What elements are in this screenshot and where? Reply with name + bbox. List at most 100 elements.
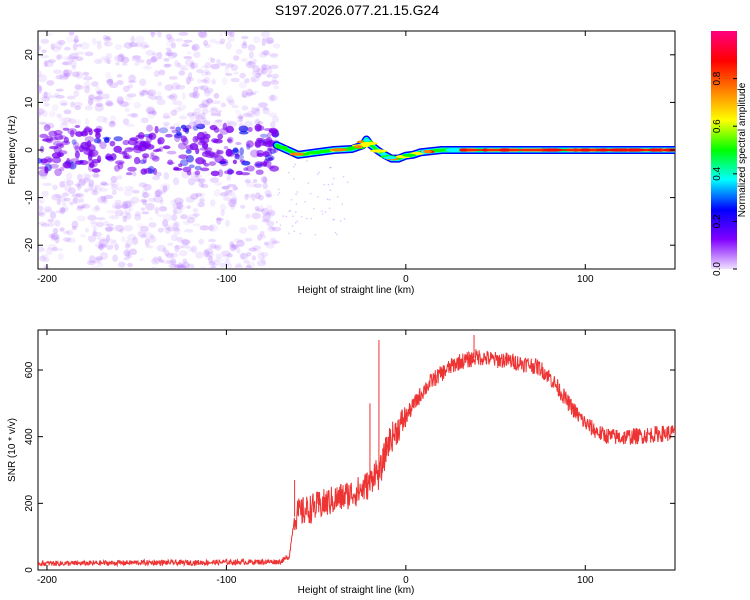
noise-blob <box>41 190 49 197</box>
noise-blob <box>181 170 190 179</box>
noise-blob <box>227 138 232 143</box>
noise-blob <box>173 107 182 113</box>
noise-blob <box>268 112 277 118</box>
noise-blob <box>257 252 265 261</box>
noise-blob <box>95 257 103 264</box>
carrier-segment <box>445 148 463 152</box>
noise-blob <box>239 72 246 79</box>
noise-blob <box>127 166 137 172</box>
noise-blob <box>148 222 157 228</box>
noise-blob <box>170 109 178 116</box>
noise-blob <box>173 197 184 205</box>
noise-blob <box>72 141 80 150</box>
noise-blob <box>246 261 256 269</box>
noise-blob <box>95 86 101 94</box>
noise-blob <box>105 153 112 160</box>
noise-blob <box>109 181 115 186</box>
noise-blob <box>106 210 116 214</box>
noise-blob <box>174 134 181 143</box>
noise-blob <box>217 133 224 140</box>
noise-blob <box>230 77 240 83</box>
noise-blob <box>42 110 48 118</box>
noise-blob <box>166 150 177 155</box>
noise-blob <box>58 73 69 81</box>
noise-blob <box>40 55 50 59</box>
noise-blob <box>156 99 166 106</box>
noise-blob <box>66 229 74 236</box>
noise-blob <box>174 245 183 250</box>
noise-blob <box>49 145 59 150</box>
noise-blob <box>198 181 204 188</box>
noise-blob <box>202 120 211 126</box>
snr-y-axis-label: SNR (10 * v/v) <box>7 418 18 482</box>
noise-blob <box>59 206 66 213</box>
noise-blob <box>203 249 210 258</box>
noise-blob <box>113 136 123 142</box>
noise-blob <box>223 190 228 196</box>
noise-blob <box>267 147 273 151</box>
noise-blob <box>73 39 79 43</box>
noise-blob <box>122 62 128 66</box>
carrier-segment <box>423 150 432 154</box>
noise-blob <box>93 95 103 103</box>
noise-blob <box>88 179 95 188</box>
carrier-segment <box>329 148 348 152</box>
noise-blob <box>163 112 170 119</box>
noise-blob <box>248 247 258 252</box>
noise-blob <box>210 63 220 70</box>
carrier-segment <box>354 145 363 149</box>
noise-dot <box>295 221 297 224</box>
noise-blob <box>166 49 173 57</box>
noise-blob <box>258 52 268 58</box>
noise-blob <box>77 173 83 182</box>
noise-blob <box>84 188 89 193</box>
noise-blob <box>236 119 243 123</box>
noise-blob <box>71 139 77 145</box>
noise-blob <box>256 259 267 267</box>
noise-blob <box>269 226 275 230</box>
noise-blob <box>189 77 194 82</box>
noise-blob <box>97 262 104 268</box>
noise-blob <box>146 124 153 132</box>
noise-blob <box>105 71 112 79</box>
spectrogram-noise-blobs <box>38 31 349 269</box>
noise-blob <box>244 193 249 201</box>
noise-blob <box>193 86 199 93</box>
noise-blob <box>262 151 270 158</box>
noise-blob <box>164 227 171 234</box>
noise-blob <box>144 238 150 247</box>
noise-blob <box>38 200 44 204</box>
noise-blob <box>181 92 186 100</box>
noise-blob <box>50 234 56 242</box>
noise-blob <box>75 56 84 62</box>
noise-blob <box>196 68 204 74</box>
noise-blob <box>194 177 201 182</box>
noise-blob <box>80 141 89 150</box>
noise-blob <box>263 241 270 246</box>
noise-blob <box>221 250 231 256</box>
noise-blob <box>255 169 264 175</box>
noise-blob <box>231 104 239 109</box>
noise-blob <box>142 153 150 159</box>
noise-blob <box>171 213 178 222</box>
noise-blob <box>91 189 99 196</box>
noise-blob <box>91 168 101 173</box>
noise-blob <box>64 184 72 192</box>
noise-blob <box>95 221 105 228</box>
noise-blob <box>228 99 235 106</box>
colorbar-ticks: 0.0 0.2 0.4 0.6 0.8 <box>712 71 737 276</box>
noise-blob <box>63 197 71 202</box>
noise-blob <box>264 155 275 162</box>
noise-blob <box>74 83 82 91</box>
noise-blob <box>187 177 196 186</box>
noise-blob <box>204 62 212 69</box>
noise-blob <box>134 210 141 217</box>
noise-blob <box>239 147 244 156</box>
noise-blob <box>127 113 137 117</box>
noise-dot <box>321 210 323 213</box>
noise-blob <box>74 105 82 111</box>
noise-blob <box>220 209 225 217</box>
noise-blob <box>150 31 155 38</box>
noise-blob <box>127 254 132 259</box>
noise-blob <box>124 107 130 113</box>
